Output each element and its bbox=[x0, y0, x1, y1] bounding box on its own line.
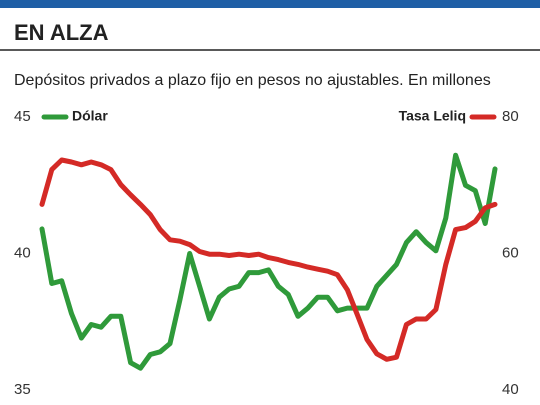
series-line bbox=[39, 152, 498, 371]
y2-tick-label: 40 bbox=[502, 381, 519, 398]
legend-label: Tasa Leliq bbox=[399, 108, 466, 124]
y-tick-label: 45 bbox=[14, 108, 31, 125]
y-tick-label: 35 bbox=[14, 381, 31, 398]
legend-label: Dólar bbox=[72, 108, 108, 124]
series-line bbox=[39, 157, 498, 362]
top-bar bbox=[0, 0, 540, 8]
y-tick-label: 40 bbox=[14, 244, 31, 261]
chart-title: EN ALZA bbox=[14, 20, 109, 45]
y2-tick-label: 80 bbox=[502, 108, 519, 125]
y2-tick-label: 60 bbox=[502, 244, 519, 261]
chart-subtitle: Depósitos privados a plazo fijo en pesos… bbox=[14, 72, 491, 89]
